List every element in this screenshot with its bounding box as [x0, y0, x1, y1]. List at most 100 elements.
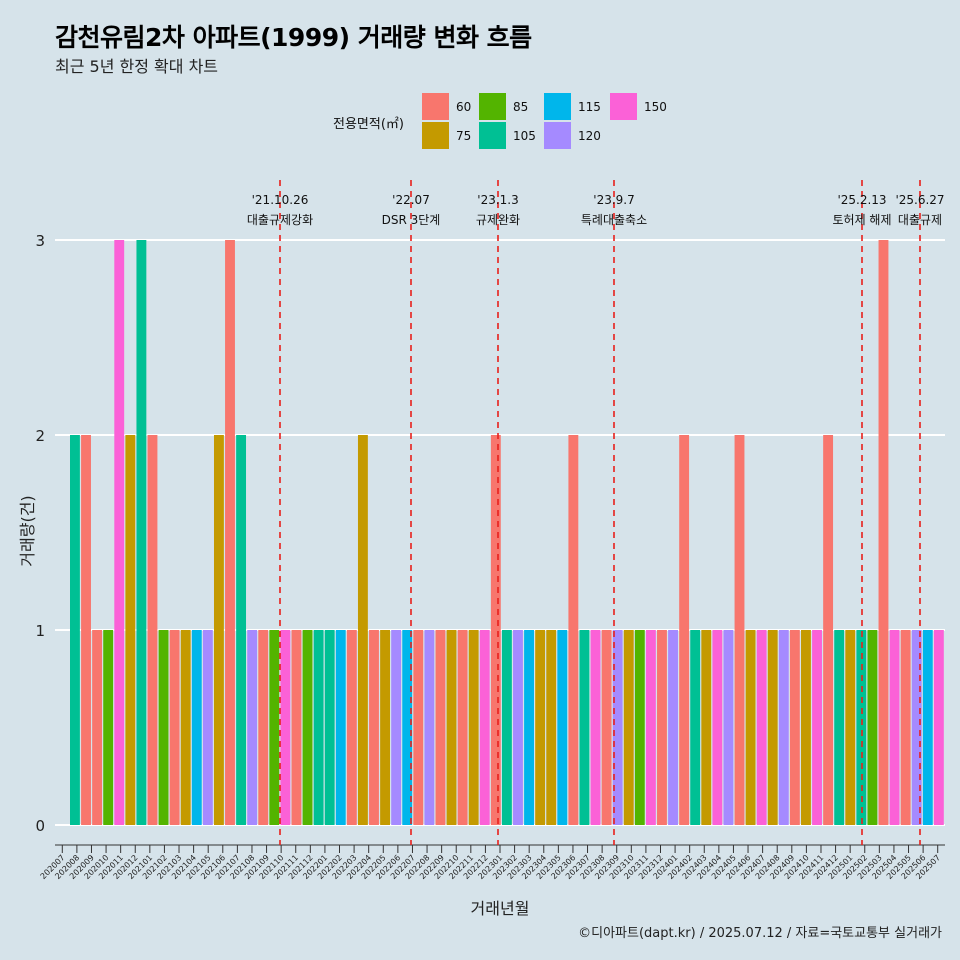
- bar-105-0-0: [70, 435, 80, 825]
- legend-label-75: 75: [456, 129, 471, 143]
- legend-swatch-150: [610, 93, 637, 120]
- bar-60-27-0: [568, 435, 579, 825]
- bar-60-8-1: [291, 630, 302, 825]
- bar-75-12-0: [357, 435, 368, 825]
- bar-120-33-2: [668, 630, 678, 825]
- event-label: 대출규제: [898, 213, 942, 227]
- bar-60-2-0: [92, 630, 103, 825]
- bar-60-49-0: [900, 630, 911, 825]
- bar-75-40-1: [801, 630, 811, 825]
- bar-120-20-0: [513, 630, 523, 825]
- bar-75-6-0: [213, 435, 224, 825]
- bar-85-46-0: [867, 630, 878, 825]
- bar-150-17-1: [479, 630, 490, 825]
- bar-150-29-0: [590, 630, 601, 825]
- bar-60-7-1: [258, 630, 269, 825]
- bar-150-33-0: [645, 630, 656, 825]
- legend-label-120: 120: [578, 129, 601, 143]
- y-axis-title: 거래량(건): [18, 495, 37, 566]
- legend-label-115: 115: [578, 100, 601, 114]
- bar-105-34-1: [690, 630, 701, 825]
- y-tick-label: 1: [35, 622, 45, 640]
- y-tick-label: 3: [35, 232, 45, 250]
- bar-60-42-0: [823, 435, 834, 825]
- bar-60-40-0: [789, 630, 800, 825]
- x-axis-title: 거래년월: [471, 899, 530, 918]
- event-date-label: '23.1.3: [477, 193, 518, 207]
- bar-150-51-1: [933, 630, 944, 825]
- bar-115-51-0: [922, 630, 933, 825]
- bar-75-37-1: [767, 630, 778, 825]
- bar-150-3-0: [114, 240, 125, 825]
- bar-60-16-1: [457, 630, 468, 825]
- event-label: 특례대출축소: [581, 213, 647, 227]
- bar-75-23-0: [535, 630, 546, 825]
- bar-60-34-0: [679, 435, 690, 825]
- bar-85-2-1: [103, 630, 114, 825]
- bar-115-26-1: [557, 630, 568, 825]
- bar-60-47-0: [878, 240, 889, 825]
- legend-swatch-85: [479, 93, 506, 120]
- bar-120-7-0: [247, 630, 258, 825]
- event-date-label: '22.07: [392, 193, 430, 207]
- legend-label-150: 150: [644, 100, 667, 114]
- bar-75-32-0: [623, 630, 634, 825]
- event-date-label: '25.6.27: [895, 193, 944, 207]
- bar-75-34-2: [701, 630, 712, 825]
- bar-105-19-1: [501, 630, 512, 825]
- bar-120-50-0: [911, 630, 922, 825]
- legend-label-105: 105: [513, 129, 536, 143]
- bar-85-9-0: [302, 630, 313, 825]
- bar-115-10-1: [335, 630, 346, 825]
- bar-105-45-0: [856, 630, 867, 825]
- event-label: 토허제 해제: [832, 213, 891, 227]
- bar-85-4-3: [158, 630, 169, 825]
- bar-120-5-3: [202, 630, 213, 825]
- bar-150-37-0: [756, 630, 767, 825]
- bar-60-33-1: [657, 630, 667, 825]
- bar-150-41-0: [812, 630, 822, 825]
- bar-60-19-0: [490, 435, 501, 825]
- bar-60-36-0: [734, 435, 745, 825]
- bar-75-16-0: [446, 630, 457, 825]
- bar-60-5-0: [169, 630, 180, 825]
- chart-title: 감천유림2차 아파트(1999) 거래량 변화 흐름: [55, 23, 532, 52]
- chart-subtitle: 최근 5년 한정 확대 차트: [55, 57, 219, 76]
- bar-105-10-0: [324, 630, 335, 825]
- bar-60-12-1: [369, 630, 379, 825]
- bar-85-7-2: [269, 630, 280, 825]
- legend-label-60: 60: [456, 100, 471, 114]
- bar-115-14-0: [402, 630, 413, 825]
- event-label: 대출규제강화: [247, 213, 313, 227]
- bar-150-35-0: [712, 630, 723, 825]
- legend-swatch-60: [422, 93, 449, 120]
- bar-105-6-2: [236, 435, 247, 825]
- bar-105-27-1: [579, 630, 590, 825]
- bar-75-26-0: [546, 630, 557, 825]
- bar-75-4-0: [125, 435, 136, 825]
- legend-swatch-120: [544, 122, 571, 149]
- bar-75-13-0: [380, 630, 391, 825]
- bar-120-38-0: [778, 630, 789, 825]
- bar-150-8-0: [280, 630, 291, 825]
- bar-120-35-1: [723, 630, 734, 825]
- legend-swatch-75: [422, 122, 449, 149]
- bar-115-22-0: [524, 630, 534, 825]
- bar-120-15-0: [424, 630, 435, 825]
- legend-swatch-115: [544, 93, 571, 120]
- bar-120-13-1: [391, 630, 402, 825]
- bar-105-9-1: [313, 630, 324, 825]
- bar-60-15-1: [435, 630, 446, 825]
- source-caption: ©디아파트(dapt.kr) / 2025.07.12 / 자료=국토교통부 실…: [578, 926, 942, 941]
- legend-swatch-105: [479, 122, 506, 149]
- bar-60-4-2: [147, 435, 158, 825]
- bar-75-5-1: [180, 630, 191, 825]
- bar-150-48-0: [889, 630, 900, 825]
- bar-105-4-1: [136, 240, 147, 825]
- bar-60-11-0: [346, 630, 357, 825]
- bar-60-1-0: [81, 435, 91, 825]
- y-tick-label: 2: [35, 427, 45, 445]
- bar-60-14-1: [413, 630, 424, 825]
